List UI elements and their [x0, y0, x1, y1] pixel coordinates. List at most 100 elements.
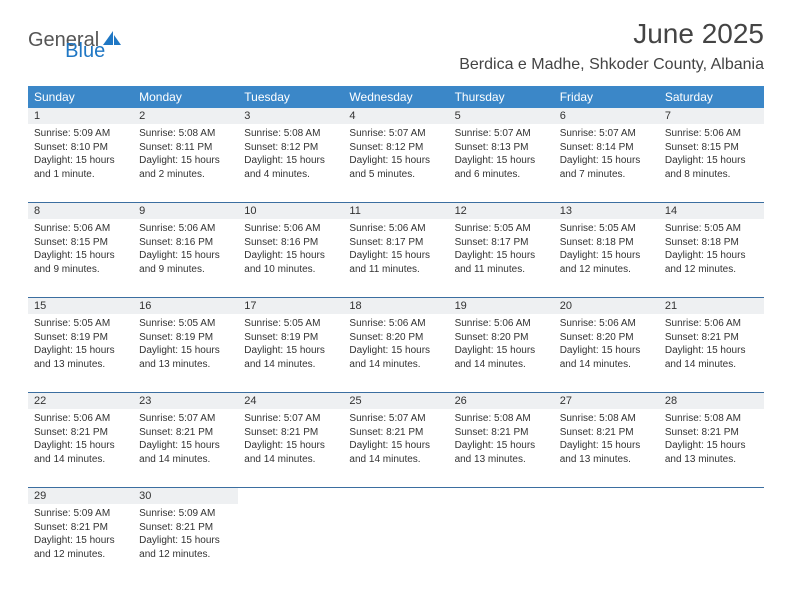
day-info-line: Sunset: 8:21 PM — [34, 521, 127, 535]
day-info-line: Sunset: 8:17 PM — [455, 236, 548, 250]
day-cell: Sunrise: 5:07 AMSunset: 8:21 PMDaylight:… — [238, 409, 343, 487]
day-info-line: Sunrise: 5:05 AM — [34, 317, 127, 331]
day-number: 11 — [343, 203, 448, 219]
day-info-line: Sunrise: 5:06 AM — [560, 317, 653, 331]
day-info-line: Sunrise: 5:08 AM — [139, 127, 232, 141]
day-number — [449, 488, 554, 504]
logo: General Blue — [28, 18, 105, 63]
day-info-line: Sunrise: 5:06 AM — [455, 317, 548, 331]
day-info-line: Daylight: 15 hours — [455, 154, 548, 168]
day-info-line: and 13 minutes. — [560, 453, 653, 467]
day-info-line: and 2 minutes. — [139, 168, 232, 182]
day-info: Sunrise: 5:05 AMSunset: 8:19 PMDaylight:… — [244, 317, 337, 371]
day-info-line: Sunset: 8:21 PM — [34, 426, 127, 440]
day-info-line: Sunrise: 5:08 AM — [560, 412, 653, 426]
day-info-line: Sunrise: 5:07 AM — [560, 127, 653, 141]
day-info-line: and 9 minutes. — [139, 263, 232, 277]
day-info-line: Sunset: 8:20 PM — [455, 331, 548, 345]
location: Berdica e Madhe, Shkoder County, Albania — [459, 56, 764, 74]
day-info-line: Daylight: 15 hours — [34, 249, 127, 263]
day-info-line: Sunset: 8:21 PM — [665, 331, 758, 345]
day-info-line: Daylight: 15 hours — [665, 439, 758, 453]
day-info-line: and 14 minutes. — [244, 453, 337, 467]
week-row: Sunrise: 5:06 AMSunset: 8:15 PMDaylight:… — [28, 219, 764, 298]
day-cell: Sunrise: 5:07 AMSunset: 8:21 PMDaylight:… — [343, 409, 448, 487]
day-number: 24 — [238, 393, 343, 409]
day-info: Sunrise: 5:06 AMSunset: 8:21 PMDaylight:… — [34, 412, 127, 466]
week-daynum-row: 2930 — [28, 488, 764, 504]
day-number: 21 — [659, 298, 764, 314]
day-info-line: and 8 minutes. — [665, 168, 758, 182]
day-info-line: Daylight: 15 hours — [560, 154, 653, 168]
day-number: 13 — [554, 203, 659, 219]
day-info-line: Sunset: 8:20 PM — [560, 331, 653, 345]
day-info-line: and 12 minutes. — [34, 548, 127, 562]
day-info-line: Sunset: 8:21 PM — [139, 426, 232, 440]
day-info-line: Daylight: 15 hours — [349, 154, 442, 168]
day-info: Sunrise: 5:07 AMSunset: 8:21 PMDaylight:… — [244, 412, 337, 466]
day-info-line: Daylight: 15 hours — [455, 439, 548, 453]
day-number: 20 — [554, 298, 659, 314]
day-number: 2 — [133, 108, 238, 124]
day-info-line: Sunset: 8:12 PM — [244, 141, 337, 155]
week-daynum-row: 22232425262728 — [28, 393, 764, 409]
day-info: Sunrise: 5:05 AMSunset: 8:17 PMDaylight:… — [455, 222, 548, 276]
day-number: 5 — [449, 108, 554, 124]
day-number: 14 — [659, 203, 764, 219]
day-info-line: Daylight: 15 hours — [244, 154, 337, 168]
day-info-line: Daylight: 15 hours — [139, 154, 232, 168]
page-header: General Blue June 2025 Berdica e Madhe, … — [0, 0, 792, 78]
day-number: 25 — [343, 393, 448, 409]
day-info-line: and 11 minutes. — [455, 263, 548, 277]
day-cell: Sunrise: 5:05 AMSunset: 8:19 PMDaylight:… — [133, 314, 238, 392]
day-info-line: and 14 minutes. — [349, 453, 442, 467]
day-info-line: Sunset: 8:21 PM — [139, 521, 232, 535]
day-info: Sunrise: 5:08 AMSunset: 8:21 PMDaylight:… — [455, 412, 548, 466]
day-cell — [659, 504, 764, 582]
day-cell: Sunrise: 5:07 AMSunset: 8:12 PMDaylight:… — [343, 124, 448, 202]
day-cell: Sunrise: 5:06 AMSunset: 8:17 PMDaylight:… — [343, 219, 448, 297]
day-info-line: Sunset: 8:15 PM — [665, 141, 758, 155]
day-info-line: Sunset: 8:14 PM — [560, 141, 653, 155]
day-info-line: Daylight: 15 hours — [34, 439, 127, 453]
day-info-line: Sunset: 8:20 PM — [349, 331, 442, 345]
day-number: 8 — [28, 203, 133, 219]
day-number: 29 — [28, 488, 133, 504]
day-info-line: Sunset: 8:21 PM — [665, 426, 758, 440]
day-number: 16 — [133, 298, 238, 314]
day-info-line: Sunset: 8:21 PM — [560, 426, 653, 440]
day-info-line: and 9 minutes. — [34, 263, 127, 277]
day-info-line: and 14 minutes. — [560, 358, 653, 372]
day-cell — [449, 504, 554, 582]
day-header: Sunday — [28, 86, 133, 108]
day-cell: Sunrise: 5:06 AMSunset: 8:15 PMDaylight:… — [28, 219, 133, 297]
day-info-line: and 13 minutes. — [139, 358, 232, 372]
day-cell: Sunrise: 5:08 AMSunset: 8:21 PMDaylight:… — [554, 409, 659, 487]
day-info: Sunrise: 5:05 AMSunset: 8:19 PMDaylight:… — [34, 317, 127, 371]
day-info-line: Sunset: 8:10 PM — [34, 141, 127, 155]
day-info-line: Sunrise: 5:07 AM — [244, 412, 337, 426]
day-info-line: and 14 minutes. — [139, 453, 232, 467]
day-info-line: Sunrise: 5:06 AM — [34, 412, 127, 426]
day-info-line: Daylight: 15 hours — [349, 249, 442, 263]
day-info-line: and 7 minutes. — [560, 168, 653, 182]
day-number — [238, 488, 343, 504]
calendar: Sunday Monday Tuesday Wednesday Thursday… — [28, 86, 764, 582]
day-cell: Sunrise: 5:06 AMSunset: 8:16 PMDaylight:… — [238, 219, 343, 297]
day-cell: Sunrise: 5:05 AMSunset: 8:19 PMDaylight:… — [238, 314, 343, 392]
day-info-line: and 14 minutes. — [34, 453, 127, 467]
day-info-line: and 14 minutes. — [455, 358, 548, 372]
day-info: Sunrise: 5:07 AMSunset: 8:14 PMDaylight:… — [560, 127, 653, 181]
day-info-line: and 12 minutes. — [560, 263, 653, 277]
day-info: Sunrise: 5:07 AMSunset: 8:12 PMDaylight:… — [349, 127, 442, 181]
day-info-line: Daylight: 15 hours — [244, 249, 337, 263]
day-info-line: Sunset: 8:17 PM — [349, 236, 442, 250]
day-cell: Sunrise: 5:08 AMSunset: 8:12 PMDaylight:… — [238, 124, 343, 202]
day-info-line: Sunrise: 5:06 AM — [349, 222, 442, 236]
day-cell: Sunrise: 5:07 AMSunset: 8:21 PMDaylight:… — [133, 409, 238, 487]
day-info: Sunrise: 5:06 AMSunset: 8:21 PMDaylight:… — [665, 317, 758, 371]
day-info-line: Sunrise: 5:06 AM — [349, 317, 442, 331]
day-number: 1 — [28, 108, 133, 124]
day-info-line: Daylight: 15 hours — [665, 249, 758, 263]
day-info-line: Sunrise: 5:06 AM — [34, 222, 127, 236]
